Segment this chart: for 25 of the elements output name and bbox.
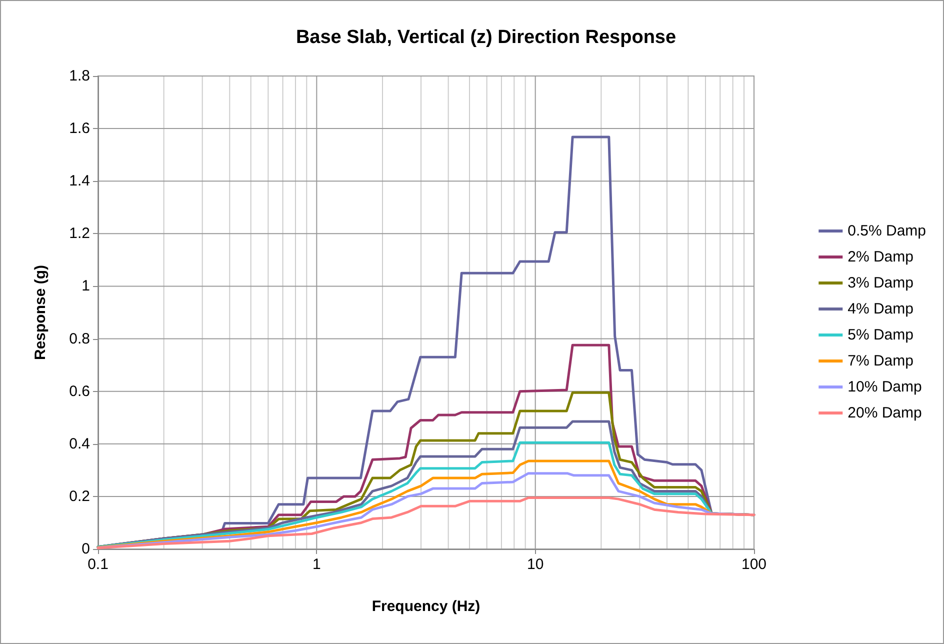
y-tick-label: 0.6 [69,382,90,400]
x-axis-title: Frequency (Hz) [372,598,480,615]
y-tick-label: 1.8 [69,68,90,84]
legend-label: 2% Damp [848,248,914,266]
legend-label: 0.5% Damp [848,222,926,240]
y-tick-label: 1.6 [69,120,90,138]
legend-label: 4% Damp [848,300,914,318]
legend-label: 10% Damp [848,378,922,396]
y-tick-label: 1.2 [69,225,90,242]
x-tick-label: 0.1 [88,556,108,573]
legend-label: 7% Damp [848,352,914,370]
y-tick-label: 0.8 [69,330,90,348]
chart-title: Base Slab, Vertical (z) Direction Response [296,27,676,48]
x-tick-label: 1 [312,556,321,573]
y-tick-label: 0 [82,540,90,558]
y-tick-label: 1.4 [69,172,90,190]
x-tick-label: 100 [741,556,767,573]
y-axis-title: Response (g) [32,264,49,360]
y-tick-label: 0.4 [69,435,90,452]
legend-label: 20% Damp [848,404,922,422]
y-tick-label: 1 [82,278,90,295]
legend-label: 3% Damp [848,274,914,292]
x-tick-label: 10 [526,556,544,573]
legend-label: 5% Damp [848,326,914,344]
y-tick-label: 0.2 [69,488,90,505]
